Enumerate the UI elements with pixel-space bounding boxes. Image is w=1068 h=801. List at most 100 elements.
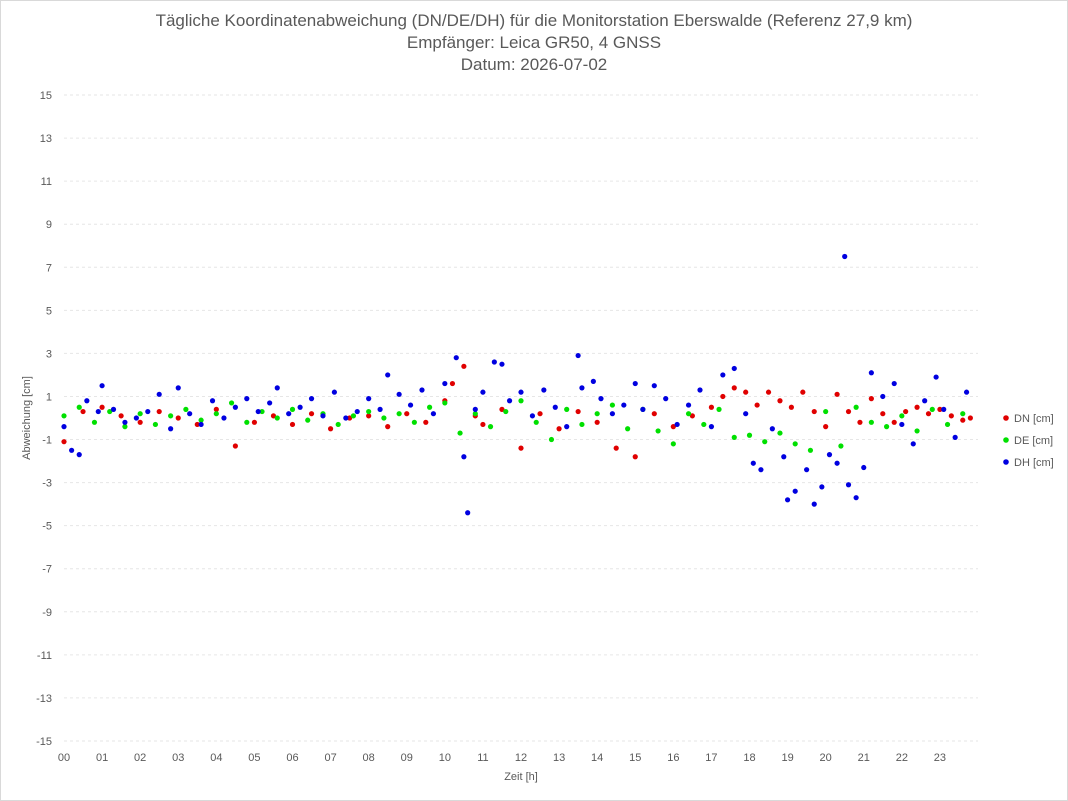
data-point [925,411,932,417]
data-point [255,408,261,415]
data-point [133,415,139,421]
data-point [857,419,863,425]
data-point [903,408,909,415]
data-point [461,454,467,460]
y-tick-label: -9 [42,607,52,619]
data-point [442,400,448,406]
y-tick-label: -1 [42,435,52,447]
data-point [198,421,204,428]
data-point [777,398,783,404]
data-point [632,454,638,460]
x-tick-label: 02 [134,752,146,764]
y-tick-label: 3 [46,348,52,360]
data-point [99,404,105,410]
data-point [891,380,897,387]
data-point [95,408,101,415]
data-point [598,396,604,402]
data-point [899,413,905,419]
x-tick-label: 13 [553,752,565,764]
data-point [564,424,570,430]
data-point [758,467,764,473]
y-tick-label: 1 [46,391,52,403]
data-point [270,413,277,419]
data-point [61,424,67,430]
data-point [670,424,676,430]
data-point [267,400,273,406]
data-point [651,383,657,389]
data-point [194,421,200,428]
data-point [765,389,772,395]
data-point [823,408,829,415]
x-tick-label: 21 [858,752,870,764]
data-point [472,411,478,417]
data-point [861,464,867,471]
data-point [156,391,162,397]
data-point [762,439,768,445]
series-0 [61,363,973,460]
y-tick-label: -3 [42,478,52,490]
data-point [320,413,326,419]
data-point [807,447,814,453]
data-point [137,411,143,417]
data-point [853,495,859,501]
data-point [960,411,966,417]
y-tick-label: 7 [46,262,52,274]
data-point [800,389,806,395]
data-point [137,419,143,425]
data-point [746,432,753,438]
data-point [564,406,570,412]
data-point [499,406,505,412]
data-point [743,389,749,395]
chart-titles: Tägliche Koordinatenabweichung (DN/DE/DH… [0,10,1068,76]
data-point [423,419,429,425]
data-point [480,421,486,428]
x-tick-label: 18 [743,752,755,764]
data-point [385,372,391,378]
legend-label: DE [cm] [1014,435,1053,447]
data-point [122,424,128,430]
data-point [811,408,817,415]
data-point [781,454,787,460]
data-point [731,365,737,372]
data-point [118,413,124,419]
data-point [579,385,585,391]
data-point [61,439,67,445]
data-point [845,408,852,415]
data-point [948,413,954,419]
data-point [259,408,265,415]
data-point [880,393,886,400]
data-point [685,411,692,417]
data-point [209,398,216,404]
data-point [674,421,680,428]
data-point [575,408,581,415]
data-point [377,406,383,412]
data-point [689,413,695,419]
data-point [327,426,334,432]
data-point [457,430,463,436]
data-point [335,421,341,428]
data-point [541,387,547,393]
data-point [183,406,189,412]
x-tick-label: 12 [515,752,527,764]
data-point [842,253,848,260]
x-tick-label: 01 [96,752,108,764]
data-point [963,389,970,395]
data-point [381,415,387,421]
data-point [297,404,303,410]
y-tick-label: -7 [42,564,52,576]
x-tick-label: 20 [820,752,832,764]
data-point [929,406,935,412]
data-point [590,378,596,384]
data-point [750,460,756,466]
data-point [289,406,296,412]
data-point [472,406,478,412]
data-point [838,443,844,449]
data-point [784,497,791,503]
y-tick-label: -13 [36,693,52,705]
data-point [145,408,151,415]
data-point [289,421,296,428]
data-point [777,430,783,436]
data-point [792,488,798,494]
data-point [518,389,524,395]
